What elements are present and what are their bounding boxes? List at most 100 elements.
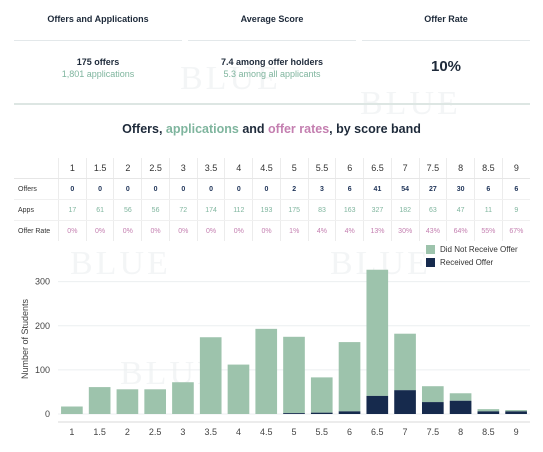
offers-count: 175 offers [76, 57, 120, 67]
offers-cell: 0 [224, 178, 253, 200]
offers-cell: 41 [363, 178, 392, 200]
offers-cell: 0 [196, 178, 225, 200]
bar-not-received [366, 269, 389, 396]
rate-cell: 0% [113, 220, 142, 241]
offers-cell: 0 [141, 178, 170, 200]
band-header: 3 [168, 158, 198, 179]
average-offer-holders: 7.4 among offer holders [220, 57, 324, 67]
band-header: 2 [113, 158, 142, 179]
bar-not-received [61, 406, 83, 414]
bar-received [283, 413, 305, 414]
bar-not-received [227, 364, 250, 414]
bar-received [366, 395, 389, 414]
band-header: 1 [58, 158, 87, 179]
rate-cell: 13% [363, 220, 392, 241]
bar-not-received [338, 342, 361, 412]
table-corner [14, 158, 59, 179]
rate-cell: 43% [418, 220, 447, 241]
offers-cell: 6 [474, 178, 503, 200]
title-part-and: and [238, 122, 269, 136]
bar-not-received [199, 337, 222, 414]
y-tick-label: 300 [35, 277, 50, 287]
rate-cell: 0% [168, 220, 198, 241]
x-tick-label: 1.5 [93, 427, 106, 437]
x-tick-label: 7.5 [427, 427, 440, 437]
offers-cell: 3 [307, 178, 336, 200]
band-header: 5 [279, 158, 309, 179]
band-header: 7.5 [418, 158, 447, 179]
bar-not-received [144, 389, 167, 414]
chart-title: Offers, applications and offer rates, by… [0, 122, 543, 136]
y-tick-label: 200 [35, 321, 50, 331]
apps-cell: 17 [58, 199, 87, 221]
apps-cell: 61 [85, 199, 114, 221]
x-tick-label: 9 [514, 427, 519, 437]
average-all-applicants: 5.3 among all applicants [223, 69, 321, 79]
rate-cell: 0% [196, 220, 225, 241]
x-tick-label: 7 [403, 427, 408, 437]
offers-cell: 0 [85, 178, 114, 200]
bar-not-received [394, 333, 416, 391]
score-band-bar-chart: 0 100 200 300 Number of Students 1 1.5 2 2.5 3 3.5… [20, 269, 530, 437]
x-tick-label: 5 [291, 427, 296, 437]
x-tick-label: 5.5 [316, 427, 329, 437]
band-header: 7 [390, 158, 420, 179]
x-tick-label: 8 [458, 427, 463, 437]
legend-swatch-received [426, 258, 435, 267]
rate-cell: 0% [141, 220, 170, 241]
summary-header-rate: Offer Rate [424, 14, 468, 24]
offers-and-applications: Offers and Applications 175 offers 1,801… [14, 0, 182, 79]
offer-rate: Offer Rate 10% [362, 0, 530, 75]
legend-label-not-received: Did Not Receive Offer [440, 245, 518, 254]
rate-cell: 0% [85, 220, 114, 241]
rate-cell: 55% [474, 220, 503, 241]
chart-legend: Did Not Receive Offer Received Offer [426, 243, 518, 269]
bar-received [477, 411, 500, 414]
offer-rate-value: 10% [430, 58, 462, 75]
rate-cell: 30% [390, 220, 420, 241]
offers-cell: 6 [335, 178, 364, 200]
legend-label-received: Received Offer [440, 258, 494, 267]
rate-cell: 4% [335, 220, 364, 241]
apps-cell: 175 [279, 199, 309, 221]
table-row-apps: Apps 17 61 56 56 72 174 112 193 175 83 163 327 182 63… [14, 199, 530, 221]
summary-rule-2 [188, 40, 356, 41]
apps-cell: 174 [196, 199, 225, 221]
bar-received [394, 390, 416, 414]
apps-cell: 327 [363, 199, 392, 221]
y-tick-label: 100 [35, 365, 50, 375]
band-header: 8.5 [474, 158, 503, 179]
rate-cell: 0% [58, 220, 87, 241]
bar-received [310, 412, 333, 414]
offers-cell: 0 [252, 178, 281, 200]
row-label-offers: Offers [14, 178, 59, 200]
bar-not-received [88, 387, 111, 414]
summary-header-average: Average Score [240, 14, 304, 24]
offers-cell: 54 [390, 178, 420, 200]
title-part-applications: applications [165, 122, 239, 136]
score-band-table: 1 1.5 2 2.5 3 3.5 4 4.5 5 5.5 6 6.5 7 7.5 8 8.5 9 Offers… [14, 158, 530, 241]
x-tick-label: 1 [69, 427, 74, 437]
bar-not-received [477, 409, 500, 412]
offers-cell: 27 [418, 178, 447, 200]
offers-cell: 6 [501, 178, 530, 200]
bar-received [505, 411, 527, 414]
apps-cell: 11 [474, 199, 503, 221]
apps-cell: 182 [390, 199, 420, 221]
bar-received [338, 411, 361, 414]
band-header: 8 [446, 158, 475, 179]
bar-not-received [505, 410, 527, 412]
average-score: Average Score 7.4 among offer holders 5.… [188, 0, 356, 79]
band-header: 1.5 [85, 158, 114, 179]
bar-received [449, 400, 472, 414]
band-header: 6 [335, 158, 364, 179]
x-tick-label: 2.5 [149, 427, 162, 437]
row-label-offer-rate: Offer Rate [18, 227, 51, 235]
x-tick-label: 2 [125, 427, 130, 437]
applications-count: 1,801 applications [61, 69, 135, 79]
apps-cell: 72 [168, 199, 198, 221]
offers-cell: 0 [113, 178, 142, 200]
row-label-apps: Apps [14, 199, 59, 221]
table-row-rates: Offer Rate 0% 0% 0% 0% 0% 0% 0% 0% 1% 4% 4% 13% 30% 4… [14, 220, 530, 241]
bar-not-received [449, 393, 472, 401]
